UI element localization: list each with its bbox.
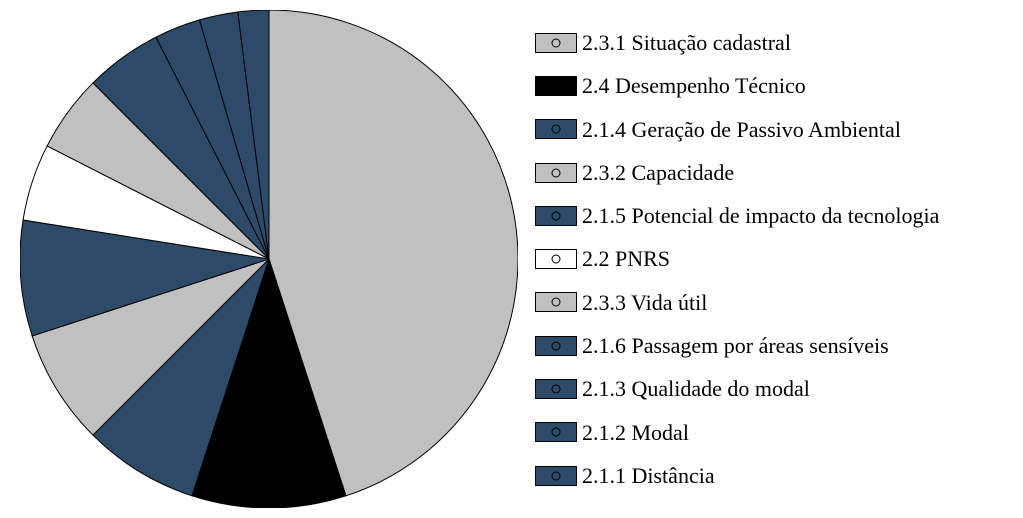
legend-label: 2.1.2 Modal xyxy=(582,420,689,445)
legend-swatch-icon xyxy=(535,163,577,183)
legend-swatch-icon xyxy=(535,292,577,312)
legend-item-2-1-1: 2.1.1 Distância xyxy=(535,463,1005,488)
legend-swatch-icon xyxy=(535,336,577,356)
legend-swatch-icon xyxy=(535,466,577,486)
legend-label: 2.1.6 Passagem por áreas sensíveis xyxy=(582,333,889,358)
legend-item-2-1-3: 2.1.3 Qualidade do modal xyxy=(535,376,1005,401)
legend-label: 2.3.2 Capacidade xyxy=(582,160,734,185)
legend-item-2-1-6: 2.1.6 Passagem por áreas sensíveis xyxy=(535,333,1005,358)
legend-label: 2.1.3 Qualidade do modal xyxy=(582,376,810,401)
legend: 2.3.1 Situação cadastral 2.4 Desempenho T… xyxy=(535,30,1005,506)
pie-chart xyxy=(20,10,518,508)
legend-swatch-icon xyxy=(535,422,577,442)
legend-label: 2.3.3 Vida útil xyxy=(582,290,707,315)
legend-swatch-icon xyxy=(535,76,577,96)
legend-label: 2.1.5 Potencial de impacto da tecnologia xyxy=(582,203,939,228)
legend-item-2-1-5: 2.1.5 Potencial de impacto da tecnologia xyxy=(535,203,1005,228)
legend-item-2-2: 2.2 PNRS xyxy=(535,246,1005,271)
legend-item-2-4: 2.4 Desempenho Técnico xyxy=(535,73,1005,98)
legend-item-2-1-2: 2.1.2 Modal xyxy=(535,420,1005,445)
legend-item-2-1-4: 2.1.4 Geração de Passivo Ambiental xyxy=(535,117,1005,142)
legend-label: 2.2 PNRS xyxy=(582,246,670,271)
legend-label: 2.3.1 Situação cadastral xyxy=(582,30,791,55)
legend-label: 2.1.4 Geração de Passivo Ambiental xyxy=(582,117,901,142)
legend-swatch-icon xyxy=(535,249,577,269)
legend-item-2-3-3: 2.3.3 Vida útil xyxy=(535,290,1005,315)
legend-item-2-3-2: 2.3.2 Capacidade xyxy=(535,160,1005,185)
legend-label: 2.1.1 Distância xyxy=(582,463,715,488)
legend-item-2-3-1: 2.3.1 Situação cadastral xyxy=(535,30,1005,55)
legend-swatch-icon xyxy=(535,379,577,399)
legend-swatch-icon xyxy=(535,206,577,226)
chart-container: 2.3.1 Situação cadastral 2.4 Desempenho T… xyxy=(0,0,1023,518)
legend-swatch-icon xyxy=(535,119,577,139)
legend-label: 2.4 Desempenho Técnico xyxy=(582,73,806,98)
legend-swatch-icon xyxy=(535,33,577,53)
